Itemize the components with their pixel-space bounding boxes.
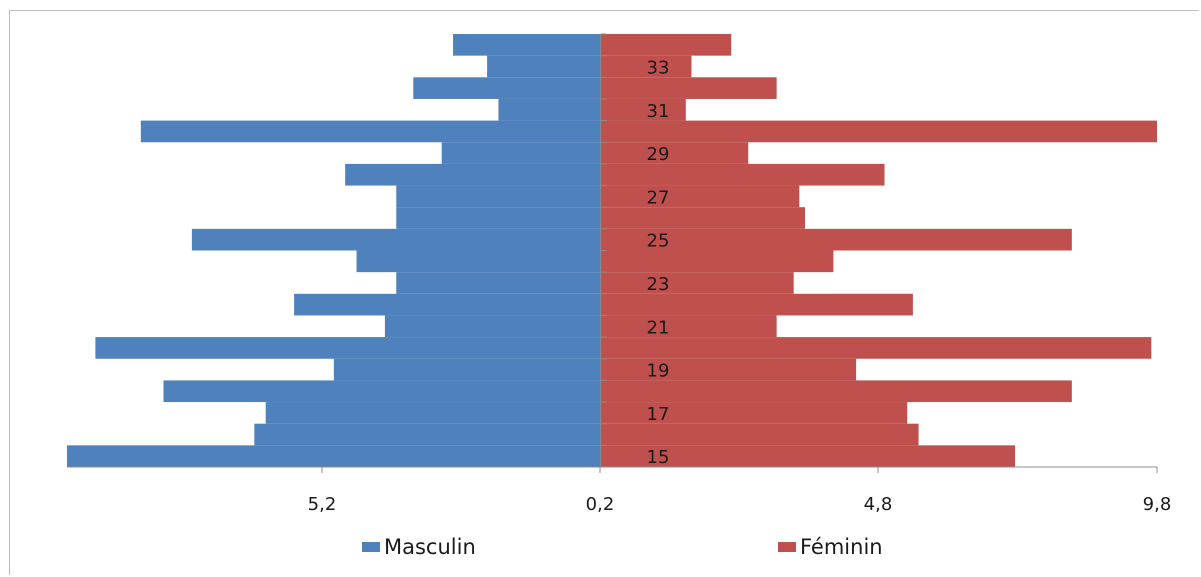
category-tick-label: 29 <box>647 144 670 165</box>
category-tick-label: 33 <box>647 57 670 78</box>
legend-label-feminin: Féminin <box>800 535 883 559</box>
bar-feminin-30 <box>600 120 1157 143</box>
bar-feminin-20 <box>600 337 1152 359</box>
bar-masculin-17 <box>265 402 601 424</box>
bar-feminin-16 <box>600 423 919 446</box>
bar-masculin-29 <box>441 142 601 164</box>
bar-feminin-18 <box>600 380 1072 403</box>
bar-feminin-26 <box>600 207 806 229</box>
bar-feminin-25 <box>600 228 1072 251</box>
bar-masculin-28 <box>345 163 601 186</box>
bar-masculin-19 <box>333 358 601 381</box>
legend-swatch-masculin <box>362 542 380 552</box>
chart-frame <box>9 10 1199 575</box>
bar-feminin-28 <box>600 163 885 186</box>
bar-masculin-15 <box>67 445 601 467</box>
value-tick-label: 0,2 <box>586 494 615 515</box>
category-tick-label: 21 <box>647 317 670 338</box>
bar-masculin-32 <box>413 77 601 99</box>
value-tick-label: 5,2 <box>308 494 337 515</box>
category-tick-label: 25 <box>647 231 670 252</box>
category-tick-label: 17 <box>647 404 670 425</box>
category-tick-label: 27 <box>647 187 670 208</box>
category-tick-label: 23 <box>647 274 670 295</box>
bar-feminin-23 <box>600 272 794 294</box>
bar-masculin-26 <box>396 207 601 229</box>
category-tick-label: 31 <box>647 101 670 122</box>
bar-masculin-20 <box>95 337 601 359</box>
legend-label-masculin: Masculin <box>384 535 476 559</box>
bar-masculin-16 <box>254 423 601 446</box>
legend-item-feminin: Féminin <box>778 535 883 559</box>
legend-swatch-feminin <box>778 542 796 552</box>
bar-masculin-18 <box>163 380 601 403</box>
bar-masculin-24 <box>356 250 601 273</box>
bar-masculin-23 <box>396 272 601 294</box>
bar-feminin-33 <box>600 55 692 78</box>
bar-masculin-27 <box>396 185 601 208</box>
legend-item-masculin: Masculin <box>362 535 476 559</box>
bar-masculin-33 <box>487 55 601 78</box>
bar-masculin-25 <box>191 228 601 251</box>
axes-group: 15 17 19 21 23 25 27 29 31 33 5,2 0,2 4,8 9,8 <box>67 33 1172 515</box>
bar-masculin-31 <box>498 98 601 121</box>
bar-feminin-19 <box>600 358 857 381</box>
bar-feminin-24 <box>600 250 834 273</box>
category-tick-label: 19 <box>647 361 670 382</box>
bar-feminin-29 <box>600 142 749 164</box>
bar-masculin-22 <box>294 293 601 316</box>
bar-feminin-27 <box>600 185 800 208</box>
bar-feminin-34 <box>600 34 732 56</box>
bar-feminin-31 <box>600 98 686 121</box>
bar-feminin-32 <box>600 77 777 99</box>
bars-group <box>67 34 1157 467</box>
value-tick-label: 9,8 <box>1143 494 1172 515</box>
bar-feminin-17 <box>600 402 908 424</box>
bar-masculin-34 <box>453 34 601 56</box>
value-tick-label: 4,8 <box>864 494 893 515</box>
bar-masculin-21 <box>384 315 601 338</box>
category-tick-label: 15 <box>647 447 670 468</box>
bar-feminin-15 <box>600 445 1016 467</box>
bar-masculin-30 <box>140 120 601 143</box>
bar-feminin-21 <box>600 315 777 338</box>
bar-feminin-22 <box>600 293 913 316</box>
